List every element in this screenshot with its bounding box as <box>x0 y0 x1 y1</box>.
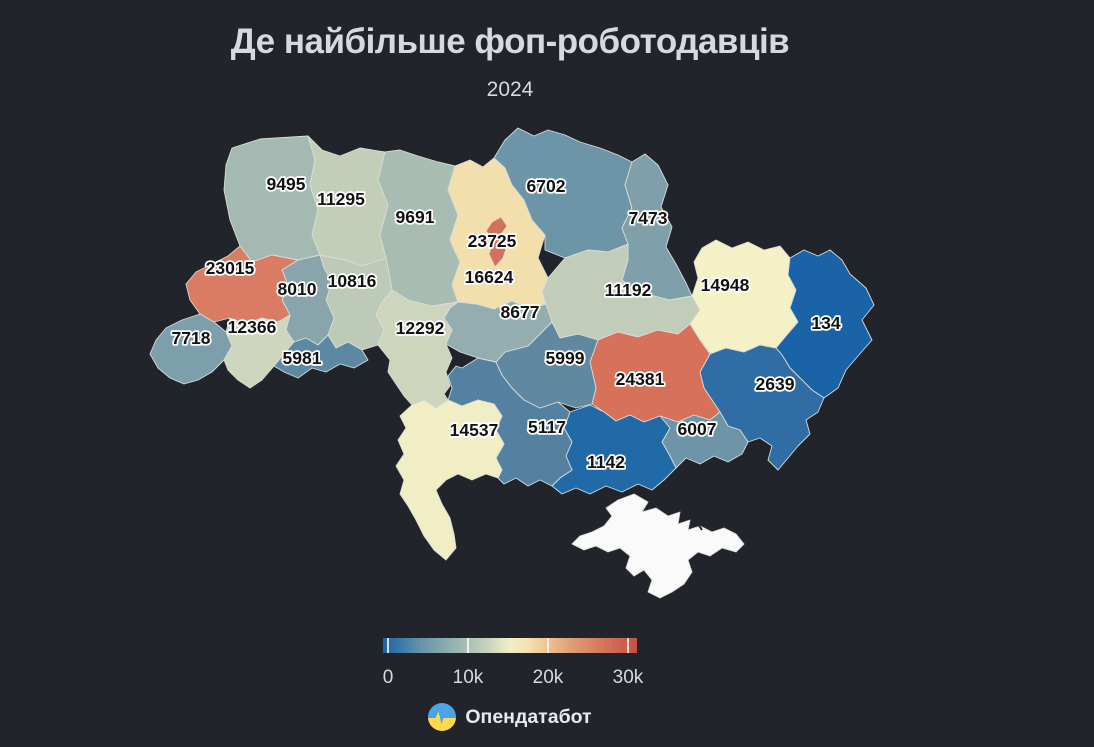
region-value-label-donetsk: 2639 <box>756 374 795 394</box>
color-scale-legend: 0 10k 20k 30k <box>383 638 644 688</box>
region-volyn <box>223 135 321 263</box>
region-value-label-ternopil: 8010 <box>278 279 317 299</box>
region-crimea <box>571 493 745 599</box>
region-value-label-volyn: 9495 <box>267 174 306 194</box>
region-value-label-chernihiv: 6702 <box>527 176 566 196</box>
region-value-labels: 9495 11295 9691 23725 16624 6702 7473 14948 134 2… <box>170 172 843 474</box>
brand-label: Опендатабот <box>465 705 592 728</box>
region-value-label-ivano-frankivsk: 12366 <box>228 317 277 337</box>
region-value-label-poltava: 11192 <box>605 280 652 300</box>
region-value-label-mykolaiv: 5117 <box>528 417 566 437</box>
region-value-label-kherson: 1142 <box>587 452 625 472</box>
region-value-label-kyiv-oblast: 16624 <box>465 267 514 287</box>
legend-ticks: 0 10k 20k 30k <box>383 638 644 688</box>
legend-colorbar <box>383 638 637 653</box>
legend-tick-label: 20k <box>533 667 564 688</box>
region-value-label-dnipro: 24381 <box>616 369 665 389</box>
region-kirovohrad <box>495 321 599 409</box>
region-odesa <box>395 399 505 561</box>
region-value-label-rivne: 11295 <box>317 189 365 209</box>
page-subtitle: 2024 <box>486 78 534 101</box>
page-title: Де найбільше фоп-роботодавців <box>230 22 790 61</box>
legend-tick-label: 10k <box>453 667 484 688</box>
region-value-label-lviv: 23015 <box>206 258 255 278</box>
footer-branding: Опендатабот <box>0 701 1020 733</box>
region-value-label-khmelnytskyi: 10816 <box>328 271 377 291</box>
region-value-label-kyiv-city: 23725 <box>468 231 517 251</box>
region-value-label-zakarpattia: 7718 <box>172 328 211 348</box>
region-value-label-kharkiv: 14948 <box>701 275 750 295</box>
map-regions <box>149 127 875 599</box>
legend-tick-label: 30k <box>613 667 644 688</box>
region-value-label-cherkasy: 8677 <box>501 302 540 322</box>
region-luhansk <box>775 249 875 399</box>
region-value-label-vinnytsia: 12292 <box>396 318 445 338</box>
region-zakarpattia <box>149 313 233 385</box>
region-kharkiv <box>689 239 799 355</box>
legend-tick-label: 0 <box>383 667 394 688</box>
region-value-label-chernivtsi: 5981 <box>283 348 322 368</box>
region-value-label-sumy: 7473 <box>629 208 668 228</box>
region-value-label-odesa: 14537 <box>450 420 499 440</box>
opendatabot-logo-icon <box>428 703 457 731</box>
region-value-label-luhansk: 134 <box>811 313 840 333</box>
region-value-label-zhytomyr: 9691 <box>396 207 435 227</box>
region-kyiv-city <box>485 216 509 268</box>
arabat-spit-line <box>667 483 703 531</box>
region-value-label-zaporizhzhia: 6007 <box>678 419 717 439</box>
region-value-label-kirovohrad: 5999 <box>546 348 585 368</box>
region-vinnytsia <box>375 289 459 409</box>
region-chernivtsi <box>273 334 369 379</box>
region-khmelnytskyi <box>319 254 393 351</box>
